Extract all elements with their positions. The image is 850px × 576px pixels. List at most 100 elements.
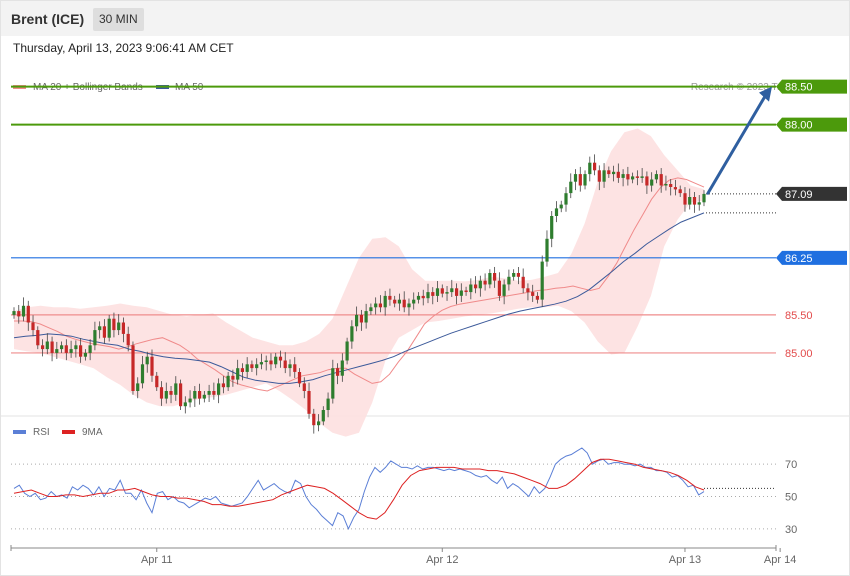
candle-body <box>502 284 506 296</box>
candle <box>564 187 568 212</box>
candle <box>612 165 616 182</box>
candle-body <box>521 276 525 289</box>
level-labels-layer: 88.50 88.00 87.09 86.25 85.50 85.00 <box>776 79 847 360</box>
candle <box>288 359 292 377</box>
candle <box>640 168 644 183</box>
candle <box>131 341 135 395</box>
level-lines-layer <box>11 85 776 354</box>
candle <box>112 312 116 338</box>
bollinger-band <box>14 128 704 437</box>
candle-body <box>50 341 54 353</box>
candle-body <box>631 176 635 180</box>
level-tag-88.50 <box>776 79 847 94</box>
level-label-85.00: 85.00 <box>785 348 813 360</box>
candle-body <box>588 162 592 175</box>
candle-body <box>164 391 168 399</box>
candle <box>359 309 363 331</box>
candle-body <box>602 170 606 182</box>
candle-body <box>269 360 273 365</box>
candle <box>512 269 516 281</box>
candle-body <box>402 299 406 308</box>
x-tick-label: Apr 12 <box>426 554 458 566</box>
rsi-series-rsi <box>13 447 705 531</box>
candle-body <box>474 284 478 289</box>
candle <box>597 165 601 191</box>
candle <box>374 297 378 315</box>
candle <box>455 283 459 305</box>
candle-body <box>307 391 311 414</box>
candle-body <box>278 356 283 361</box>
candle-body <box>74 345 78 350</box>
candle-body <box>293 364 297 372</box>
candle <box>93 321 97 351</box>
candle-body <box>236 368 240 380</box>
candle <box>559 200 563 213</box>
candle-body <box>274 356 278 365</box>
candle-body <box>140 364 145 384</box>
candle-body <box>17 311 21 317</box>
candle-body <box>407 303 411 308</box>
rsi-legend-label: RSI <box>33 427 50 438</box>
candle <box>312 408 316 434</box>
candle <box>583 170 587 190</box>
candle-body <box>288 364 292 369</box>
candle <box>654 170 658 184</box>
candle-body <box>493 273 497 281</box>
candle <box>179 379 183 410</box>
candle <box>355 306 359 332</box>
candle <box>45 333 49 355</box>
candle <box>207 384 211 403</box>
candle <box>74 340 78 358</box>
candle-body <box>60 345 64 350</box>
candle-body <box>183 402 187 407</box>
level-label-87.09: 87.09 <box>785 189 813 201</box>
candle-body <box>107 318 111 338</box>
x-tick-label: Apr 11 <box>141 554 173 566</box>
candle-body <box>540 261 544 300</box>
candle-body <box>488 273 492 285</box>
candle-body <box>245 364 249 372</box>
candle <box>69 340 73 358</box>
candle-body <box>469 284 473 293</box>
candles-layer <box>12 154 706 434</box>
candle <box>507 269 511 291</box>
candle <box>117 314 121 336</box>
candle-body <box>550 216 554 239</box>
candle <box>659 168 663 193</box>
candle <box>702 190 706 207</box>
candle-body <box>150 356 154 376</box>
candle <box>336 363 340 385</box>
candle <box>402 291 406 313</box>
candle <box>635 170 639 186</box>
candle <box>174 376 178 401</box>
candle <box>664 175 668 191</box>
candle <box>126 326 130 352</box>
x-axis: Apr 11 Apr 12 Apr 13 Apr 14 <box>10 545 796 566</box>
candle-body <box>435 288 440 296</box>
candle <box>212 382 216 400</box>
candle <box>326 392 330 418</box>
candle <box>217 378 221 404</box>
candle <box>464 286 468 296</box>
candle <box>378 295 382 313</box>
level-label-86.25: 86.25 <box>785 253 813 265</box>
candle <box>450 279 454 298</box>
candle <box>98 321 102 339</box>
candle-body <box>240 368 244 372</box>
level-label-88.50: 88.50 <box>785 82 813 94</box>
moving-average-layer <box>13 177 705 392</box>
candle-body <box>692 197 697 205</box>
candle-body <box>659 174 663 186</box>
candle-body <box>126 333 130 346</box>
candle <box>102 319 106 344</box>
timeframe-badge[interactable]: 30 MIN <box>93 8 144 31</box>
candle-body <box>483 280 487 285</box>
rsi-series-9ma <box>13 458 705 520</box>
candle-body <box>217 383 221 395</box>
candle <box>245 357 249 379</box>
candle-body <box>212 391 216 395</box>
candle <box>697 195 701 211</box>
candle-body <box>188 398 192 403</box>
rsi-legend-swatch <box>13 430 26 434</box>
candle-body <box>98 326 102 331</box>
